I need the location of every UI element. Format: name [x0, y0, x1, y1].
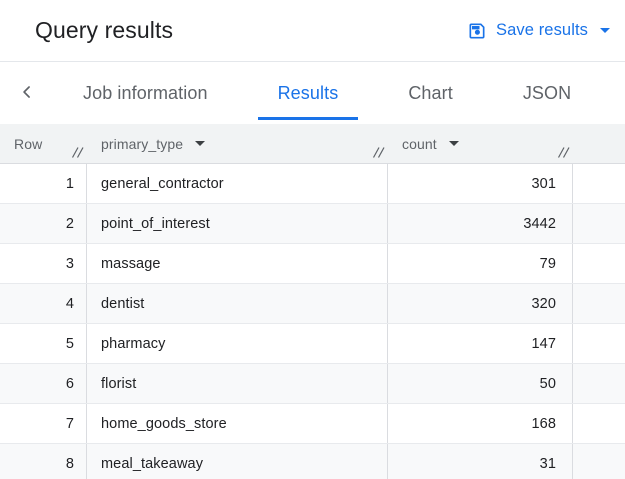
dropdown-caret-icon	[600, 28, 610, 33]
table-row: 5 pharmacy 147	[0, 324, 625, 364]
column-resize-handle[interactable]	[372, 146, 386, 159]
filler-cell	[573, 164, 625, 203]
tab-job-information[interactable]: Job information	[63, 62, 228, 124]
column-header-count-label: count	[402, 135, 437, 152]
filler-cell	[573, 284, 625, 323]
primary-type-cell: florist	[87, 364, 388, 403]
filler-cell	[573, 244, 625, 283]
filler-cell	[573, 324, 625, 363]
primary-type-cell: general_contractor	[87, 164, 388, 203]
primary-type-cell: point_of_interest	[87, 204, 388, 243]
count-cell: 147	[388, 324, 573, 363]
count-cell: 3442	[388, 204, 573, 243]
save-results-label: Save results	[496, 21, 588, 39]
row-number-cell: 8	[0, 444, 87, 479]
column-header-row: Row	[0, 124, 87, 163]
row-number-cell: 4	[0, 284, 87, 323]
column-header-primary-type: primary_type	[87, 124, 388, 163]
table-row: 1 general_contractor 301	[0, 164, 625, 204]
column-resize-handle[interactable]	[71, 146, 85, 159]
row-number-cell: 2	[0, 204, 87, 243]
column-menu-caret-icon[interactable]	[448, 141, 459, 146]
table-row: 8 meal_takeaway 31	[0, 444, 625, 479]
table-row: 7 home_goods_store 168	[0, 404, 625, 444]
column-header-filler	[573, 124, 625, 163]
column-header-primary-type-label: primary_type	[101, 135, 184, 152]
count-cell: 168	[388, 404, 573, 443]
column-resize-handle[interactable]	[557, 146, 571, 159]
tab-json[interactable]: JSON	[503, 62, 591, 124]
column-menu-caret-icon[interactable]	[195, 141, 206, 146]
primary-type-cell: meal_takeaway	[87, 444, 388, 479]
primary-type-cell: massage	[87, 244, 388, 283]
row-number-cell: 1	[0, 164, 87, 203]
scroll-tabs-left-button[interactable]	[6, 62, 48, 124]
count-cell: 320	[388, 284, 573, 323]
row-number-cell: 6	[0, 364, 87, 403]
filler-cell	[573, 404, 625, 443]
row-number-cell: 7	[0, 404, 87, 443]
table-row: 2 point_of_interest 3442	[0, 204, 625, 244]
count-cell: 50	[388, 364, 573, 403]
results-table-body: 1 general_contractor 301 2 point_of_inte…	[0, 164, 625, 479]
count-cell: 79	[388, 244, 573, 283]
row-number-cell: 3	[0, 244, 87, 283]
count-cell: 31	[388, 444, 573, 479]
filler-cell	[573, 444, 625, 479]
filler-cell	[573, 364, 625, 403]
tab-results[interactable]: Results	[257, 62, 359, 124]
page-title: Query results	[35, 17, 174, 43]
column-header-row-label: Row	[14, 135, 43, 152]
primary-type-cell: home_goods_store	[87, 404, 388, 443]
save-icon	[467, 21, 487, 41]
primary-type-cell: pharmacy	[87, 324, 388, 363]
filler-cell	[573, 204, 625, 243]
count-cell: 301	[388, 164, 573, 203]
tab-chart[interactable]: Chart	[388, 62, 473, 124]
table-row: 6 florist 50	[0, 364, 625, 404]
column-header-count: count	[388, 124, 573, 163]
tab-bar: Job information Results Chart JSON	[0, 62, 625, 124]
table-header-row: Row primary_type count	[0, 124, 625, 164]
chevron-left-icon	[17, 82, 37, 105]
table-row: 3 massage 79	[0, 244, 625, 284]
table-row: 4 dentist 320	[0, 284, 625, 324]
panel-header: Query results Save results	[0, 0, 625, 62]
save-results-button[interactable]: Save results	[467, 21, 610, 41]
row-number-cell: 5	[0, 324, 87, 363]
primary-type-cell: dentist	[87, 284, 388, 323]
